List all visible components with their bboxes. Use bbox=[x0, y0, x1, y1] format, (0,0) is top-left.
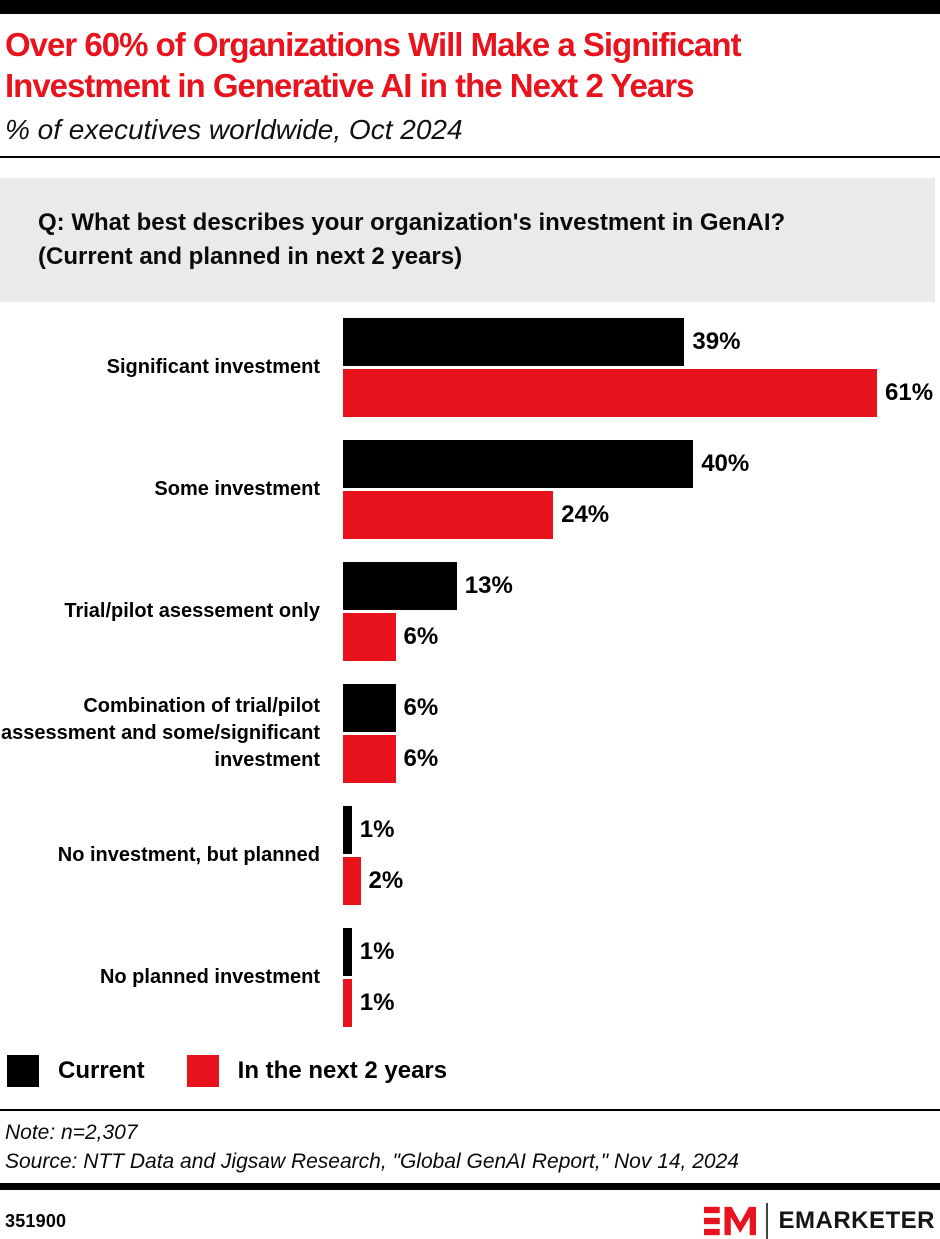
question-text-line-1: Q: What best describes your organization… bbox=[38, 209, 786, 236]
category-label: Trial/pilot asessement only bbox=[64, 600, 320, 622]
bar-value-label: 6% bbox=[403, 694, 439, 721]
em-logo-icon bbox=[704, 1206, 757, 1236]
bar-line: 13% bbox=[343, 562, 940, 610]
category-label: Some investment bbox=[154, 478, 320, 500]
bar-value-label: 40% bbox=[701, 450, 750, 477]
page-subtitle: % of executives worldwide, Oct 2024 bbox=[5, 114, 463, 145]
bar-value-label: 24% bbox=[561, 501, 610, 528]
bar-line: 2% bbox=[343, 857, 940, 905]
question-box: Q: What best describes your organization… bbox=[0, 178, 935, 302]
legend-label-next-2-years: In the next 2 years bbox=[237, 1057, 448, 1084]
bar-value-label: 13% bbox=[464, 572, 513, 599]
footer-thick-bar bbox=[0, 1183, 940, 1190]
note-text: Note: n=2,307 bbox=[5, 1121, 138, 1144]
bar-value-label: 1% bbox=[359, 989, 395, 1016]
bar-next-2-years bbox=[343, 369, 877, 417]
emarketer-wordmark: EMARKETER bbox=[778, 1207, 935, 1234]
notes-block: Note: n=2,307 Source: NTT Data and Jigsa… bbox=[0, 1111, 940, 1176]
bar-next-2-years bbox=[343, 857, 361, 905]
legend-swatch-current bbox=[7, 1055, 39, 1087]
page-title-line-2: Investment in Generative AI in the Next … bbox=[5, 67, 694, 104]
category-label: Significant investment bbox=[106, 356, 320, 378]
bar-line: 1% bbox=[343, 928, 940, 976]
top-accent-bar bbox=[0, 0, 940, 14]
bar-current bbox=[343, 562, 457, 610]
bar-line: 40% bbox=[343, 440, 940, 488]
legend-item-current: Current bbox=[7, 1055, 145, 1087]
chart-row: Combination of trial/pilot assessment an… bbox=[0, 684, 940, 783]
category-label: No planned investment bbox=[99, 966, 320, 988]
page-title-line-1: Over 60% of Organizations Will Make a Si… bbox=[5, 26, 742, 63]
chart-row: No investment, but planned 1% 2% bbox=[0, 806, 940, 905]
legend-item-next-2-years: In the next 2 years bbox=[186, 1055, 448, 1087]
chart-row: Significant investment 39% 61% bbox=[0, 318, 940, 417]
chart-row: No planned investment 1% 1% bbox=[0, 928, 940, 1027]
bar-line: 6% bbox=[343, 613, 940, 661]
footer-bottom-row: 351900 EMARKETER bbox=[0, 1190, 940, 1239]
chart-row: Trial/pilot asessement only 13% 6% bbox=[0, 562, 940, 661]
question-text-line-2: (Current and planned in next 2 years) bbox=[38, 243, 463, 270]
chart-id: 351900 bbox=[5, 1210, 67, 1231]
legend-swatch-next-2-years bbox=[186, 1055, 219, 1087]
bar-current bbox=[343, 806, 352, 854]
category-label: Combination of trial/pilot assessment an… bbox=[0, 695, 320, 771]
category-label: No investment, but planned bbox=[57, 844, 320, 866]
bar-value-label: 6% bbox=[403, 745, 439, 772]
bar-value-label: 61% bbox=[885, 379, 934, 406]
source-text: Source: NTT Data and Jigsaw Research, "G… bbox=[5, 1150, 739, 1173]
bar-value-label: 1% bbox=[359, 938, 395, 965]
header: Over 60% of Organizations Will Make a Si… bbox=[0, 14, 940, 147]
bar-current bbox=[343, 440, 694, 488]
bar-line: 61% bbox=[343, 369, 940, 417]
bar-line: 1% bbox=[343, 806, 940, 854]
chart-row: Some investment 40% 24% bbox=[0, 440, 940, 539]
bar-next-2-years bbox=[343, 491, 554, 539]
footer-divider bbox=[0, 1109, 940, 1111]
bar-line: 1% bbox=[343, 979, 940, 1027]
bar-value-label: 1% bbox=[359, 816, 395, 843]
emarketer-logo: EMARKETER bbox=[704, 1203, 935, 1239]
header-divider bbox=[0, 156, 940, 158]
bar-value-label: 6% bbox=[403, 623, 439, 650]
bar-line: 6% bbox=[343, 735, 940, 783]
bar-current bbox=[343, 928, 352, 976]
bar-value-label: 39% bbox=[692, 328, 741, 355]
bar-line: 24% bbox=[343, 491, 940, 539]
bar-line: 6% bbox=[343, 684, 940, 732]
bar-current bbox=[343, 318, 685, 366]
bar-next-2-years bbox=[343, 979, 352, 1027]
bar-line: 39% bbox=[343, 318, 940, 366]
bar-next-2-years bbox=[343, 735, 396, 783]
bar-current bbox=[343, 684, 396, 732]
bar-next-2-years bbox=[343, 613, 396, 661]
logo-divider bbox=[766, 1203, 769, 1239]
bar-chart: Significant investment 39% 61% Some investm… bbox=[0, 318, 940, 1027]
legend-label-current: Current bbox=[58, 1057, 145, 1084]
legend: Current In the next 2 years bbox=[0, 1055, 940, 1087]
bar-value-label: 2% bbox=[368, 867, 404, 894]
